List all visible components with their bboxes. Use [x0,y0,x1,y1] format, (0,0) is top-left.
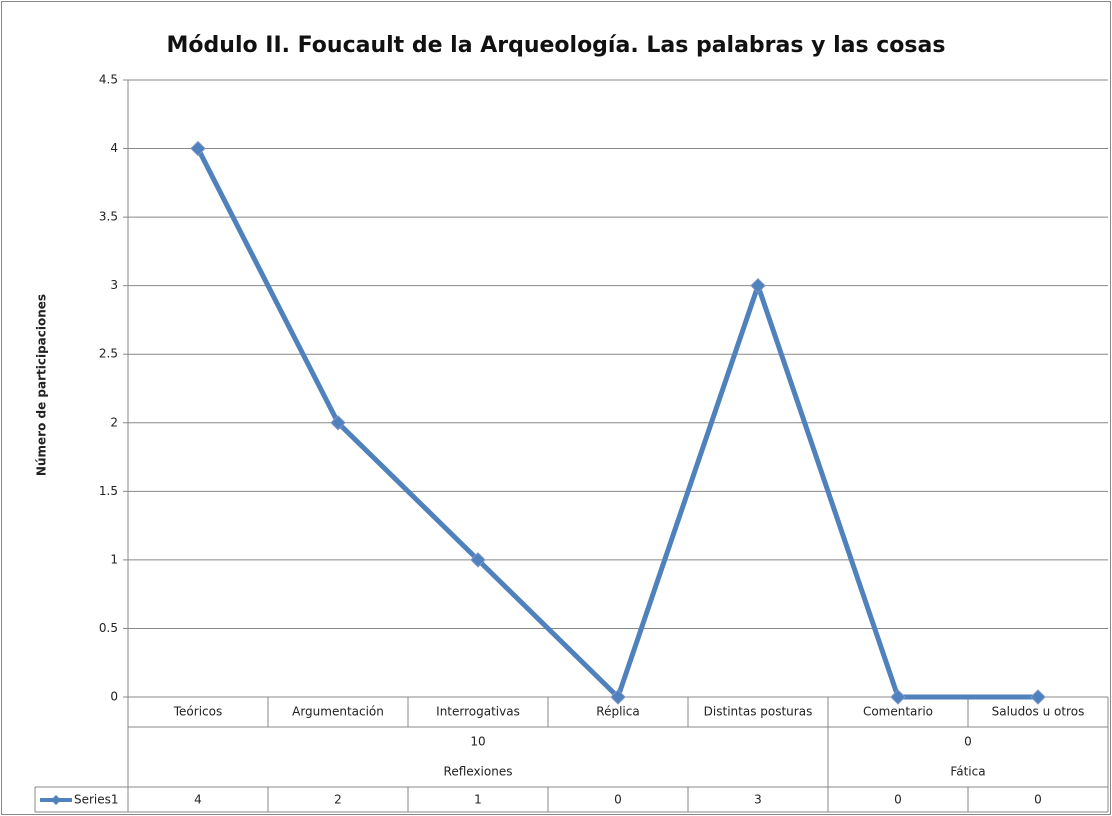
x-tick-label: Interrogativas [436,705,520,719]
marker [610,689,626,705]
x-tick-label: Argumentación [292,705,384,719]
y-tick-label: 4 [110,141,118,155]
table-value: 2 [334,793,342,807]
marker [470,552,486,568]
y-tick-label: 4.5 [99,73,118,87]
y-tick-label: 2.5 [99,347,118,361]
y-tick-label: 0 [110,690,118,704]
group-label: Reflexiones [444,765,513,779]
y-axis-label: Número de participaciones [35,294,49,476]
y-tick-label: 1.5 [99,484,118,498]
x-tick-label: Comentario [863,705,933,719]
table-value: 4 [194,793,202,807]
x-tick-label: Saludos u otros [992,705,1085,719]
marker [1030,689,1046,705]
group-total: 0 [964,735,972,749]
x-tick-label: Distintas posturas [704,705,813,719]
y-tick-label: 2 [110,415,118,429]
group-label: Fática [950,765,985,779]
marker [190,140,206,157]
table-value: 3 [754,793,762,807]
table-value: 1 [474,793,482,807]
chart-title: Módulo II. Foucault de la Arqueología. L… [167,33,946,58]
table-value: 0 [1034,793,1042,807]
marker [330,415,346,431]
legend-marker [51,795,61,805]
y-tick-label: 3.5 [99,210,118,224]
marker [890,689,906,705]
y-tick-label: 3 [110,278,118,292]
table-value: 0 [614,793,622,807]
y-tick-label: 0.5 [99,621,118,635]
group-total: 10 [470,735,485,749]
x-tick-label: Réplica [596,705,639,719]
table-value: 0 [894,793,902,807]
x-tick-label: Teóricos [173,705,222,719]
legend-label: Series1 [74,793,119,807]
y-tick-label: 1 [110,552,118,566]
marker [750,277,766,294]
